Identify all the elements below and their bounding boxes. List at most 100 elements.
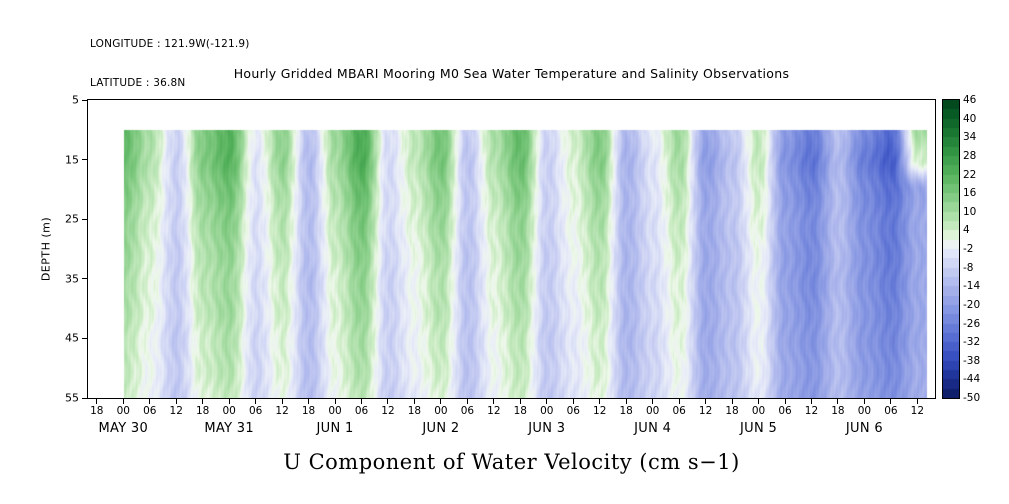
y-tick-label: 5: [72, 93, 79, 107]
x-tick-label: 06: [460, 405, 475, 417]
x-tick-mark: [228, 399, 230, 404]
colorbar-tick-label: -32: [963, 336, 981, 349]
x-tick-label: 12: [275, 405, 289, 417]
x-tick-label: 00: [645, 405, 660, 417]
x-tick-mark: [493, 399, 495, 404]
x-tick-label: 18: [407, 405, 422, 417]
colorbar-tick-label: -2: [963, 243, 974, 255]
x-tick-label: 06: [778, 405, 792, 417]
x-tick-mark: [784, 399, 786, 404]
x-tick-label: 06: [354, 405, 369, 417]
x-tick-label: 12: [593, 405, 607, 417]
y-tick-label: 25: [65, 212, 79, 226]
x-tick-mark: [652, 399, 654, 404]
x-tick-mark: [705, 399, 707, 404]
longitude-label: LONGITUDE : 121.9W(-121.9): [90, 38, 250, 50]
x-tick-mark: [334, 399, 336, 404]
x-tick-mark: [890, 399, 892, 404]
y-tick-label: 35: [65, 272, 79, 286]
colorbar-tick-label: 4: [963, 224, 970, 237]
x-date-label: MAY 30: [98, 421, 149, 436]
x-tick-mark: [572, 399, 574, 404]
latitude-label: LATITUDE : 36.8N: [90, 77, 186, 89]
colorbar: [942, 99, 960, 399]
x-tick-label: 06: [884, 405, 898, 417]
x-tick-mark: [149, 399, 151, 404]
x-date-label: JUN 4: [634, 421, 672, 436]
x-date-label: MAY 31: [204, 421, 254, 436]
colorbar-tick-label: -14: [963, 280, 981, 293]
x-tick-mark: [175, 399, 177, 404]
x-tick-mark: [625, 399, 627, 404]
x-date-label: JUN 1: [316, 421, 354, 436]
colorbar-tick-label: -50: [963, 392, 981, 404]
colorbar-canvas: [943, 100, 959, 398]
plot-title: Hourly Gridded MBARI Mooring M0 Sea Wate…: [233, 66, 790, 81]
x-tick-mark: [678, 399, 680, 404]
x-tick-label: 18: [301, 405, 316, 417]
x-tick-mark: [546, 399, 548, 404]
colorbar-tick-label: 34: [963, 131, 977, 144]
x-tick-label: 18: [513, 405, 527, 417]
x-tick-mark: [916, 399, 918, 404]
x-axis-caption: U Component of Water Velocity (cm s−1): [283, 450, 740, 474]
x-tick-label: 00: [434, 405, 448, 417]
x-tick-label: 00: [751, 405, 766, 417]
x-tick-label: 18: [831, 405, 845, 417]
x-tick-label: 12: [804, 405, 819, 417]
x-tick-mark: [599, 399, 601, 404]
x-tick-mark: [361, 399, 362, 404]
colorbar-tick-label: -20: [963, 298, 981, 311]
x-tick-mark: [96, 399, 98, 404]
x-tick-mark: [440, 399, 442, 404]
x-tick-label: 00: [857, 405, 872, 417]
colorbar-tick-label: 28: [963, 149, 977, 162]
x-tick-label: 06: [143, 405, 157, 417]
colorbar-tick-label: -8: [963, 261, 974, 274]
x-tick-label: 12: [698, 405, 713, 417]
x-date-label: JUN 2: [422, 421, 460, 436]
y-tick-label: 55: [65, 391, 79, 405]
colorbar-tick-label: -26: [963, 317, 981, 330]
x-tick-label: 00: [328, 405, 342, 417]
x-tick-label: 12: [169, 405, 183, 417]
x-tick-mark: [810, 399, 812, 404]
x-tick-label: 00: [222, 405, 236, 417]
y-tick-label: 45: [65, 331, 79, 345]
x-tick-label: 12: [381, 405, 395, 417]
x-tick-mark: [758, 399, 760, 404]
y-axis-label: DEPTH (m): [39, 216, 53, 282]
x-tick-label: 18: [619, 405, 633, 417]
x-tick-mark: [863, 399, 865, 404]
x-tick-mark: [466, 399, 468, 404]
x-tick-mark: [202, 399, 204, 404]
x-date-label: JUN 3: [528, 421, 566, 436]
colorbar-tick-label: 22: [963, 168, 977, 181]
colorbar-tick-label: 46: [963, 94, 977, 106]
x-tick-label: 00: [540, 405, 554, 417]
x-tick-mark: [519, 399, 521, 404]
colorbar-tick-label: 40: [963, 112, 977, 125]
x-tick-mark: [308, 399, 310, 404]
x-tick-mark: [387, 399, 389, 404]
x-tick-mark: [122, 399, 124, 404]
colorbar-tick-label: 10: [963, 205, 977, 218]
x-date-label: JUN 5: [740, 421, 778, 436]
x-tick-mark: [837, 399, 839, 404]
heatmap-canvas: [88, 100, 935, 398]
x-tick-label: 12: [487, 405, 501, 417]
x-tick-label: 06: [248, 405, 263, 417]
x-tick-label: 06: [672, 405, 686, 417]
x-tick-mark: [281, 399, 283, 404]
x-tick-label: 00: [116, 405, 130, 417]
x-tick-label: 18: [725, 405, 739, 417]
x-tick-mark: [255, 399, 257, 404]
colorbar-tick-label: -38: [963, 354, 981, 367]
colorbar-tick-label: 16: [963, 187, 977, 200]
y-tick-label: 15: [65, 153, 79, 167]
x-date-label: JUN 6: [845, 421, 883, 436]
x-tick-label: 18: [196, 405, 210, 417]
plot-area: [87, 99, 936, 399]
x-tick-label: 12: [910, 405, 925, 417]
